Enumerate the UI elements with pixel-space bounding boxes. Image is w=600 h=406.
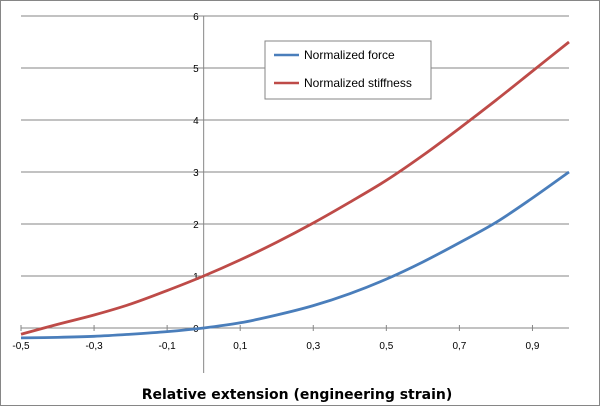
y-tick-label: 1 — [193, 272, 199, 283]
series-line-stiffness — [20, 40, 570, 336]
x-tick-labels: -0,5 -0,3 -0,1 0,1 0,3 0,5 0,7 0,9 — [12, 341, 539, 352]
x-tick-label: -0,5 — [12, 341, 30, 352]
x-tick-label: -0,3 — [85, 341, 103, 352]
x-tick-label: 0,1 — [233, 341, 247, 352]
legend-label-force: Normalized force — [304, 48, 395, 62]
x-tick-label: 0,3 — [306, 341, 320, 352]
legend-label-stiffness: Normalized stiffness — [304, 76, 412, 90]
y-tick-label: 5 — [193, 64, 199, 75]
y-tick-label: 2 — [193, 220, 199, 231]
x-tick-label: -0,1 — [159, 341, 177, 352]
x-axis-title: Relative extension (engineering strain) — [142, 387, 453, 403]
x-tick-label: 0,9 — [526, 341, 540, 352]
y-tick-label: 3 — [193, 168, 199, 179]
y-tick-label: 4 — [193, 116, 199, 127]
legend-box — [264, 40, 432, 100]
y-tick-label: 6 — [193, 12, 199, 23]
series-lines — [20, 40, 570, 340]
x-tick-label: 0,5 — [379, 341, 393, 352]
legend: Normalized force Normalized stiffness — [264, 40, 432, 100]
series-line-force — [20, 170, 570, 340]
x-tick-label: 0,7 — [452, 341, 466, 352]
